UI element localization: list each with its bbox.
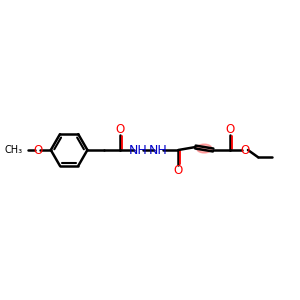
Ellipse shape	[196, 144, 212, 153]
Text: NH: NH	[129, 143, 148, 157]
Text: O: O	[174, 164, 183, 177]
Text: O: O	[226, 123, 235, 136]
Text: NH: NH	[149, 143, 168, 157]
Text: O: O	[240, 143, 250, 157]
Text: O: O	[115, 123, 124, 136]
Text: CH₃: CH₃	[4, 145, 23, 155]
Text: O: O	[33, 143, 42, 157]
